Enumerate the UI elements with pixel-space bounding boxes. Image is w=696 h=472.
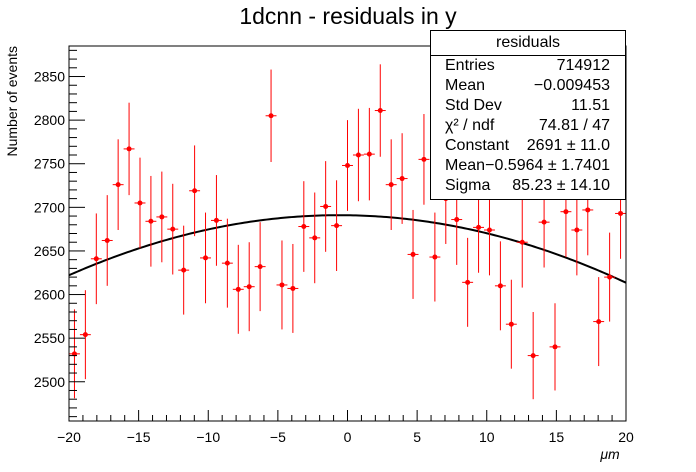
data-point	[476, 224, 482, 230]
stats-row-constant: Constant 2691 ± 11.0	[431, 136, 625, 156]
data-point	[115, 182, 121, 188]
y-tick-label: 2700	[34, 199, 65, 215]
data-point	[607, 274, 613, 280]
data-point	[137, 200, 143, 206]
data-point	[334, 223, 340, 229]
data-point	[170, 226, 176, 232]
data-point	[486, 227, 492, 233]
data-layer	[68, 64, 627, 400]
stats-row-mean: Mean −0.009453	[431, 76, 625, 96]
y-tick-label: 2600	[34, 287, 65, 303]
stats-label: χ² / ndf	[445, 117, 495, 134]
stats-value: 85.23 ± 14.10	[512, 177, 610, 194]
data-point	[323, 203, 329, 209]
data-point	[574, 227, 580, 233]
data-point	[388, 182, 394, 188]
y-tick-label: 2750	[34, 156, 65, 172]
stats-value: 11.51	[571, 97, 610, 114]
data-point	[421, 156, 427, 162]
x-tick-label: −10	[196, 429, 220, 445]
axis-layer: −20 −15 −10 −5 0 5 10 15 20 2500 2550 2600 2650 2700 2…	[34, 49, 634, 445]
data-point	[454, 217, 460, 223]
data-point	[530, 353, 536, 359]
data-point	[203, 255, 209, 261]
y-tick-label: 2650	[34, 243, 65, 259]
data-point	[377, 108, 383, 114]
data-point	[301, 224, 307, 230]
data-point	[596, 319, 602, 325]
data-point	[93, 256, 99, 262]
data-point	[246, 284, 252, 290]
data-point	[345, 162, 350, 168]
stats-value: 74.81 / 47	[538, 117, 610, 134]
data-point	[552, 344, 558, 350]
x-axis-label: μm	[599, 446, 620, 462]
y-tick-label: 2550	[34, 330, 65, 346]
data-point	[399, 176, 405, 182]
data-point	[279, 282, 285, 288]
data-point	[290, 285, 296, 291]
data-point	[235, 286, 241, 292]
stats-value: −0.5964 ± 1.7401	[485, 157, 610, 174]
stats-label: Constant	[445, 137, 510, 154]
stats-row-std-dev: Std Dev 11.51	[431, 96, 625, 116]
y-tick-label: 2850	[34, 69, 65, 85]
stats-label: Mean	[445, 157, 486, 174]
data-point	[257, 264, 263, 270]
stats-value: 714912	[556, 57, 610, 74]
data-point	[126, 146, 132, 152]
y-axis-label: Number of events	[4, 46, 20, 157]
x-tick-label: −5	[270, 429, 286, 445]
data-point	[432, 254, 438, 260]
data-point	[465, 279, 471, 285]
data-point	[213, 217, 219, 223]
data-point	[159, 214, 165, 220]
x-tick-label: 15	[549, 429, 565, 445]
stats-box: residuals Entries 714912 Mean −0.009453 …	[430, 30, 626, 200]
x-tick-label: −20	[57, 429, 81, 445]
stats-row-entries: Entries 714912	[431, 56, 625, 76]
x-tick-label: 20	[618, 429, 634, 445]
y-tick-label: 2500	[34, 374, 65, 390]
data-point	[585, 207, 591, 213]
data-point	[519, 239, 525, 245]
data-point	[104, 237, 110, 243]
stats-value: −0.009453	[533, 77, 610, 94]
data-point	[224, 260, 230, 266]
data-point	[268, 113, 274, 119]
data-point	[148, 218, 154, 224]
stats-label: Entries	[445, 57, 495, 74]
stats-row-sigma: Sigma 85.23 ± 14.10	[431, 176, 625, 196]
chart-title: 1dcnn - residuals in y	[239, 3, 457, 29]
data-point	[192, 188, 198, 194]
fit-curve	[68, 214, 627, 284]
data-point	[181, 267, 187, 273]
stats-label: Mean	[445, 77, 486, 94]
data-point	[563, 209, 569, 215]
stats-row-chi2-ndf: χ² / ndf 74.81 / 47	[431, 116, 625, 136]
stats-title: residuals	[431, 31, 625, 56]
data-point	[541, 219, 547, 225]
stats-row-fit-mean: Mean −0.5964 ± 1.7401	[431, 156, 625, 176]
x-tick-label: 0	[344, 429, 352, 445]
data-point	[497, 283, 503, 289]
stats-label: Std Dev	[445, 97, 502, 114]
data-point	[82, 332, 88, 338]
data-point	[355, 152, 361, 158]
stats-label: Sigma	[445, 177, 491, 194]
data-point	[410, 251, 416, 257]
data-point	[508, 321, 514, 327]
x-tick-label: 10	[479, 429, 495, 445]
data-point	[618, 210, 624, 216]
data-point	[312, 235, 318, 241]
stats-value: 2691 ± 11.0	[526, 137, 610, 154]
data-point	[366, 151, 372, 157]
x-tick-label: 5	[413, 429, 421, 445]
y-tick-label: 2800	[34, 112, 65, 128]
x-tick-label: −15	[127, 429, 151, 445]
